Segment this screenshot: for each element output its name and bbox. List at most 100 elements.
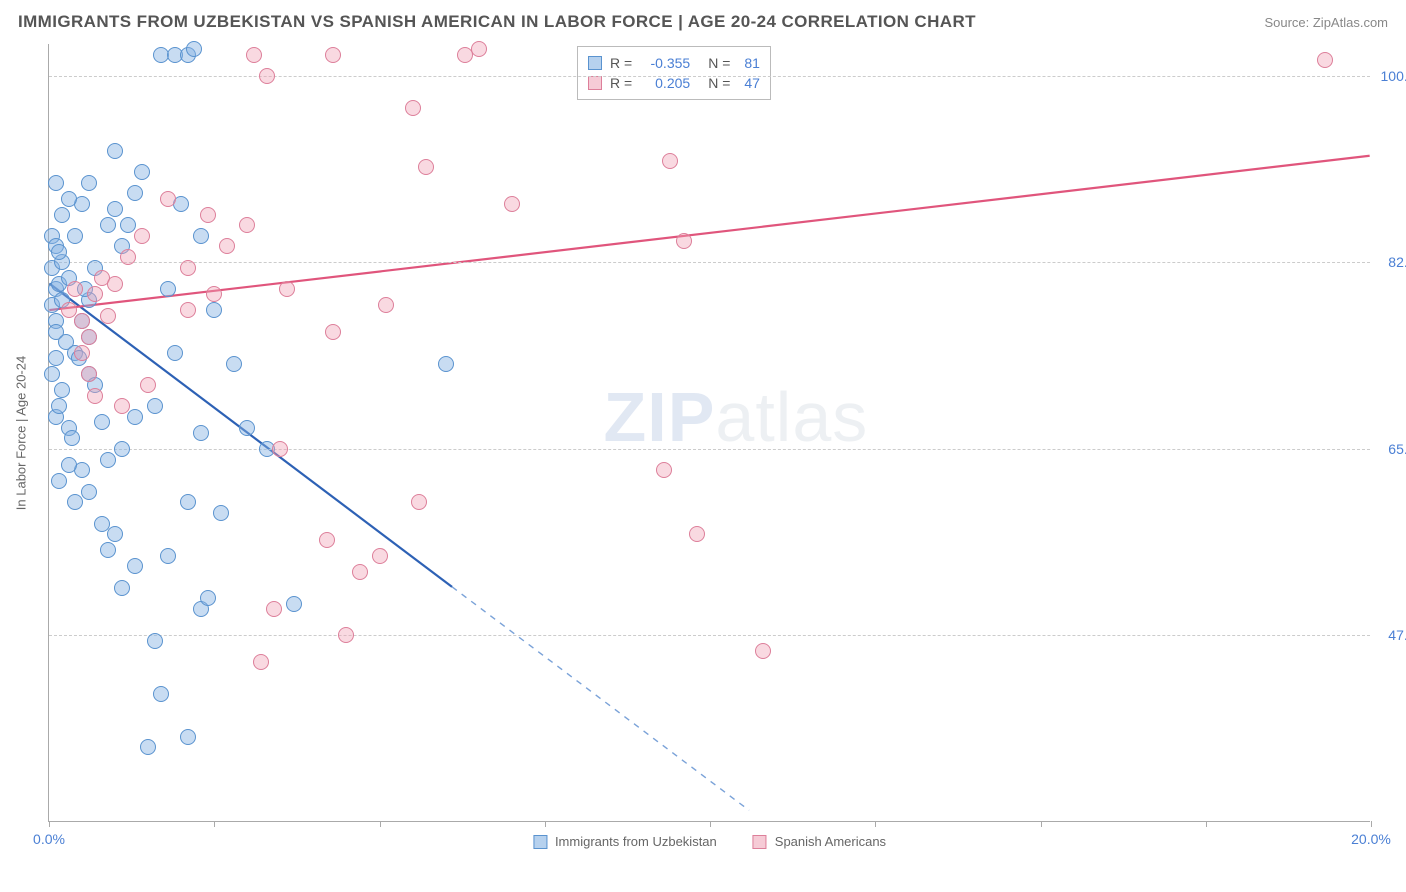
data-point-pink — [352, 564, 368, 580]
data-point-pink — [74, 313, 90, 329]
data-point-blue — [114, 580, 130, 596]
data-point-blue — [286, 596, 302, 612]
data-point-pink — [656, 462, 672, 478]
data-point-pink — [266, 601, 282, 617]
y-axis-label: In Labor Force | Age 20-24 — [14, 355, 29, 509]
data-point-pink — [134, 228, 150, 244]
data-point-blue — [94, 414, 110, 430]
swatch-blue-icon — [533, 835, 547, 849]
data-point-blue — [438, 356, 454, 372]
data-point-pink — [81, 329, 97, 345]
data-point-pink — [81, 366, 97, 382]
data-point-pink — [200, 207, 216, 223]
data-point-blue — [206, 302, 222, 318]
data-point-blue — [54, 382, 70, 398]
data-point-blue — [100, 452, 116, 468]
data-point-pink — [180, 260, 196, 276]
n-value-blue: 81 — [744, 55, 760, 71]
data-point-pink — [253, 654, 269, 670]
legend-item-pink: Spanish Americans — [753, 834, 886, 849]
data-point-blue — [147, 398, 163, 414]
data-point-blue — [61, 457, 77, 473]
swatch-pink-icon — [753, 835, 767, 849]
data-point-pink — [405, 100, 421, 116]
ytick-label: 82.5% — [1378, 254, 1406, 270]
series-legend: Immigrants from Uzbekistan Spanish Ameri… — [533, 834, 886, 849]
xtick — [1206, 821, 1207, 827]
ytick-label: 100.0% — [1378, 68, 1406, 84]
watermark: ZIPatlas — [604, 377, 869, 457]
data-point-pink — [279, 281, 295, 297]
data-point-blue — [239, 420, 255, 436]
gridline — [49, 449, 1370, 450]
data-point-blue — [193, 425, 209, 441]
xtick-label: 0.0% — [33, 831, 65, 847]
data-point-pink — [319, 532, 335, 548]
data-point-pink — [1317, 52, 1333, 68]
data-point-pink — [325, 47, 341, 63]
data-point-pink — [140, 377, 156, 393]
r-label: R = — [610, 55, 632, 71]
data-point-blue — [54, 207, 70, 223]
data-point-blue — [51, 398, 67, 414]
data-point-blue — [160, 281, 176, 297]
xtick — [710, 821, 711, 827]
data-point-pink — [87, 286, 103, 302]
gridline — [49, 76, 1370, 77]
data-point-pink — [160, 191, 176, 207]
legend-label-blue: Immigrants from Uzbekistan — [555, 834, 717, 849]
legend-row-blue: R = -0.355 N = 81 — [588, 53, 760, 73]
data-point-blue — [67, 228, 83, 244]
xtick — [214, 821, 215, 827]
data-point-pink — [272, 441, 288, 457]
data-point-blue — [200, 590, 216, 606]
legend-item-blue: Immigrants from Uzbekistan — [533, 834, 717, 849]
xtick — [1041, 821, 1042, 827]
xtick — [49, 821, 50, 827]
data-point-pink — [471, 41, 487, 57]
data-point-blue — [180, 729, 196, 745]
xtick — [875, 821, 876, 827]
data-point-blue — [107, 526, 123, 542]
r-value-pink: 0.205 — [640, 75, 690, 91]
ytick-label: 65.0% — [1378, 441, 1406, 457]
data-point-pink — [378, 297, 394, 313]
n-value-pink: 47 — [744, 75, 760, 91]
data-point-blue — [213, 505, 229, 521]
data-point-pink — [259, 68, 275, 84]
data-point-pink — [206, 286, 222, 302]
xtick — [545, 821, 546, 827]
data-point-blue — [51, 473, 67, 489]
data-point-pink — [676, 233, 692, 249]
gridline — [49, 635, 1370, 636]
data-point-pink — [338, 627, 354, 643]
xtick-label: 20.0% — [1351, 831, 1391, 847]
data-point-pink — [67, 281, 83, 297]
data-point-pink — [107, 276, 123, 292]
data-point-blue — [167, 345, 183, 361]
data-point-blue — [100, 542, 116, 558]
data-point-pink — [689, 526, 705, 542]
data-point-blue — [147, 633, 163, 649]
data-point-blue — [61, 191, 77, 207]
data-point-blue — [107, 201, 123, 217]
data-point-blue — [48, 175, 64, 191]
swatch-blue-icon — [588, 56, 602, 70]
n-label: N = — [708, 75, 730, 91]
data-point-pink — [418, 159, 434, 175]
data-point-blue — [81, 175, 97, 191]
correlation-legend: R = -0.355 N = 81 R = 0.205 N = 47 — [577, 46, 771, 100]
data-point-blue — [127, 409, 143, 425]
data-point-pink — [662, 153, 678, 169]
scatter-plot: In Labor Force | Age 20-24 ZIPatlas R = … — [48, 44, 1370, 822]
data-point-pink — [120, 249, 136, 265]
ytick-label: 47.5% — [1378, 627, 1406, 643]
watermark-zip: ZIP — [604, 378, 716, 456]
data-point-blue — [114, 441, 130, 457]
xtick — [1371, 821, 1372, 827]
data-point-blue — [100, 217, 116, 233]
data-point-pink — [87, 388, 103, 404]
data-point-blue — [107, 143, 123, 159]
data-point-pink — [74, 345, 90, 361]
data-point-blue — [51, 244, 67, 260]
